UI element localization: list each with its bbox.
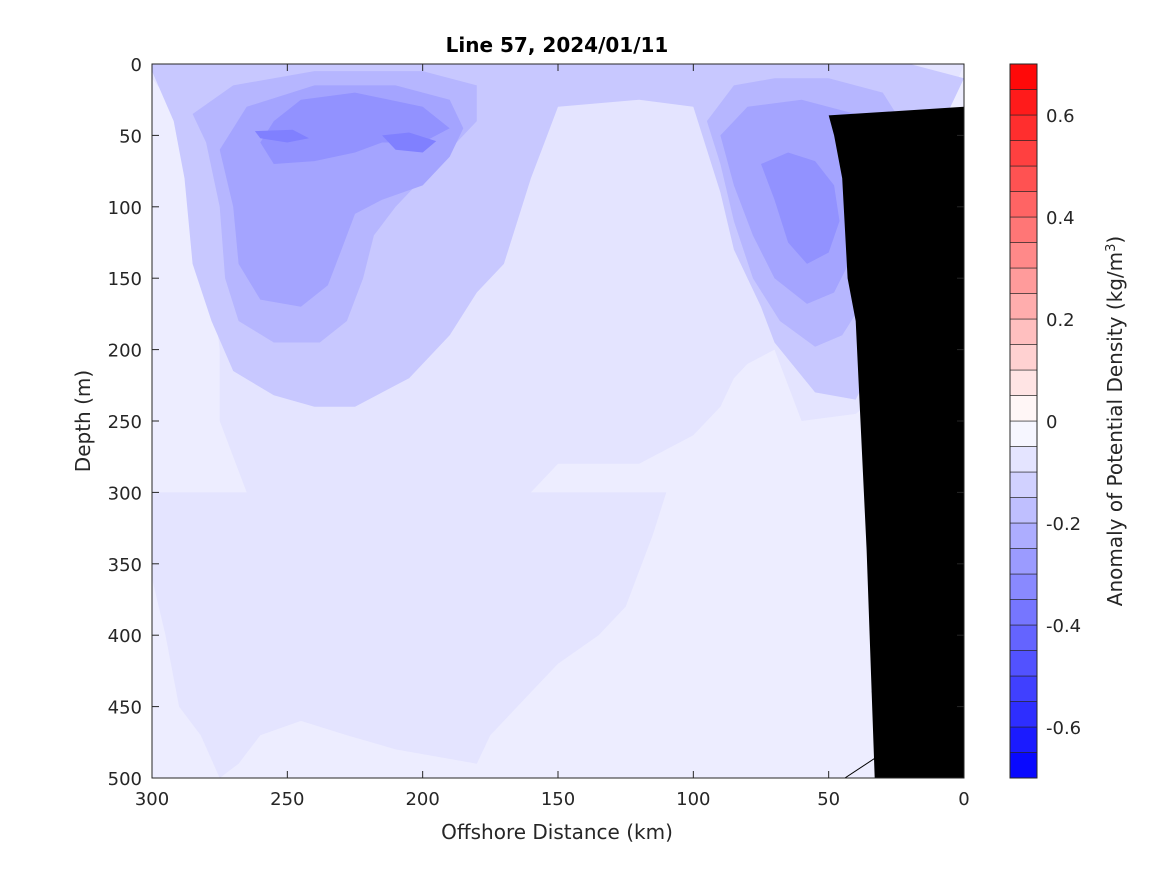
colorbar-swatch	[1009, 420, 1038, 447]
contour-region-11	[382, 132, 437, 153]
y-tick-label: 200	[108, 341, 142, 362]
colorbar-swatch	[1009, 89, 1038, 116]
colorbar-frame	[1009, 63, 1038, 779]
colorbar-swatch	[1009, 191, 1038, 218]
colorbar-swatch	[1009, 599, 1038, 626]
colorbar-tick-label: -0.6	[1046, 718, 1081, 739]
colorbar-swatch	[1009, 216, 1038, 243]
colorbar-swatch	[1009, 165, 1038, 192]
x-tick-label: 300	[135, 789, 169, 810]
colorbar: -0.6 -0.4 -0.2 0 0.2 0.4 0.6	[1009, 63, 1081, 779]
y-tick-label: 150	[108, 269, 142, 290]
colorbar-tick-label: 0.4	[1046, 208, 1075, 229]
land-mask	[828, 106, 964, 778]
colorbar-swatch	[1009, 624, 1038, 651]
colorbar-swatch	[1009, 573, 1038, 600]
plot-area	[151, 63, 965, 779]
y-tick-label: 500	[108, 769, 142, 790]
x-tick-label: 150	[541, 789, 575, 810]
contour-region-7	[260, 92, 450, 164]
colorbar-swatch	[1009, 293, 1038, 320]
colorbar-label-main: Anomaly of Potential Density (kg/m	[1103, 252, 1127, 606]
y-axis: 0 50 100 150 200 250 300 350 400 450 500	[108, 55, 964, 790]
colorbar-label-superscript: 3	[1104, 244, 1119, 252]
chart-title: Line 57, 2024/01/11	[446, 33, 669, 57]
colorbar-tick-label: -0.2	[1046, 514, 1081, 535]
colorbar-swatch	[1009, 242, 1038, 269]
x-tick-label: 250	[270, 789, 304, 810]
contour-region-8	[761, 152, 840, 264]
x-axis-label: Offshore Distance (km)	[441, 820, 673, 844]
contour-region-1	[152, 492, 667, 778]
y-tick-label: 100	[108, 198, 142, 219]
y-axis-label: Depth (m)	[71, 370, 95, 472]
contour-region-9	[254, 129, 309, 143]
colorbar-swatch	[1009, 548, 1038, 575]
colorbar-tick-label: 0.2	[1046, 310, 1075, 331]
y-tick-label: 250	[108, 412, 142, 433]
colorbar-swatch	[1009, 701, 1038, 728]
colorbar-swatch	[1009, 471, 1038, 498]
colorbar-swatch	[1009, 369, 1038, 396]
colorbar-swatch	[1009, 140, 1038, 167]
y-tick-label: 50	[119, 126, 142, 147]
x-axis: 300 250 200 150 100 50 0	[135, 64, 970, 810]
colorbar-swatch	[1009, 650, 1038, 677]
colorbar-tick-label: -0.4	[1046, 616, 1081, 637]
x-tick-label: 0	[958, 789, 969, 810]
colorbar-swatch	[1009, 344, 1038, 371]
colorbar-swatch	[1009, 63, 1038, 90]
x-tick-label: 200	[405, 789, 439, 810]
y-tick-label: 400	[108, 626, 142, 647]
colorbar-swatch	[1009, 395, 1038, 422]
colorbar-swatch	[1009, 114, 1038, 141]
colorbar-swatch	[1009, 497, 1038, 524]
x-tick-label: 100	[676, 789, 710, 810]
colorbar-swatch	[1009, 752, 1038, 779]
colorbar-swatch	[1009, 267, 1038, 294]
colorbar-swatch	[1009, 675, 1038, 702]
y-tick-label: 300	[108, 483, 142, 504]
colorbar-swatch	[1009, 446, 1038, 473]
colorbar-label-close: )	[1103, 236, 1127, 244]
y-tick-label: 350	[108, 555, 142, 576]
colorbar-swatch	[1009, 726, 1038, 753]
colorbar-label: Anomaly of Potential Density (kg/m3)	[1103, 236, 1127, 606]
colorbar-tick-label: 0.6	[1046, 106, 1075, 127]
y-tick-label: 450	[108, 698, 142, 719]
y-tick-label: 0	[131, 55, 142, 76]
colorbar-tick-label: 0	[1046, 412, 1057, 433]
colorbar-swatch	[1009, 318, 1038, 345]
colorbar-swatch	[1009, 522, 1038, 549]
x-tick-label: 50	[817, 789, 840, 810]
